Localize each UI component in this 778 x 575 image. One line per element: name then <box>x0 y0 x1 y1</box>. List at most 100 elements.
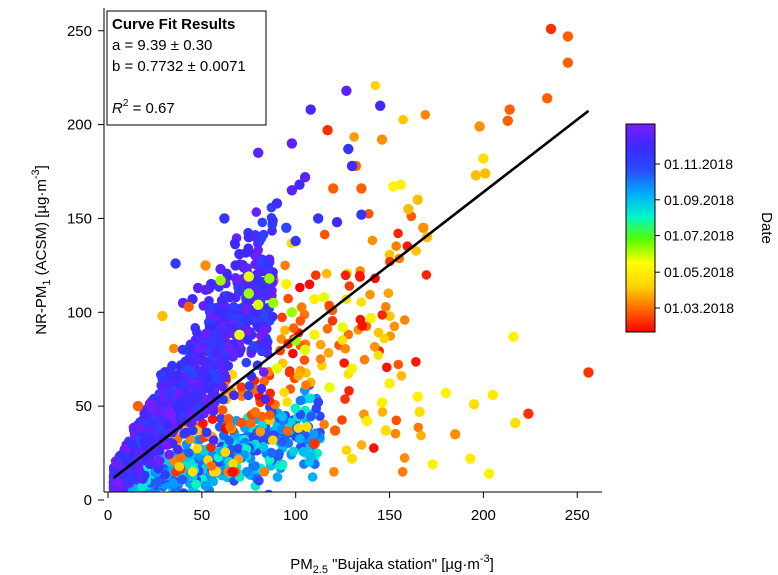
scatter-point <box>282 397 292 407</box>
scatter-point <box>370 273 380 284</box>
scatter-point <box>478 153 489 164</box>
x-tick-label: 200 <box>471 507 496 524</box>
scatter-point <box>177 474 188 485</box>
scatter-point <box>256 383 267 394</box>
y-tick-label: 200 <box>67 117 92 134</box>
scatter-point <box>258 309 269 320</box>
scatter-point <box>295 434 305 444</box>
scatter-point <box>391 241 402 251</box>
colorbar-tick-label: 01.03.2018 <box>664 300 734 316</box>
scatter-point <box>388 181 399 192</box>
scatter-point <box>298 446 309 457</box>
scatter-point <box>305 393 316 404</box>
scatter-point <box>217 329 228 339</box>
scatter-point <box>223 413 234 424</box>
x-axis-label-superscript: -3 <box>480 553 490 565</box>
scatter-point <box>187 467 198 477</box>
scatter-point <box>163 379 173 389</box>
scatter-point <box>465 453 476 464</box>
scatter-point <box>188 425 198 436</box>
scatter-point <box>359 354 370 365</box>
scatter-point <box>179 488 189 492</box>
scatter-point <box>328 183 339 194</box>
scatter-point <box>474 121 485 132</box>
scatter-point <box>114 491 119 492</box>
scatter-point <box>257 217 268 228</box>
scatter-point <box>290 235 301 247</box>
scatter-point <box>373 350 384 360</box>
scatter-point <box>111 491 117 492</box>
scatter-point <box>393 359 404 370</box>
scatter-point <box>293 371 304 381</box>
scatter-point <box>542 93 553 104</box>
scatter-point <box>311 270 321 281</box>
scatter-point <box>286 185 298 196</box>
scatter-point <box>221 372 231 383</box>
scatter-point <box>322 324 333 334</box>
scatter-point <box>293 423 304 433</box>
scatter-point <box>356 297 367 307</box>
scatter-point <box>264 273 275 284</box>
scatter-point <box>440 387 452 399</box>
fit-param-b: b = 0.7732 ± 0.0071 <box>112 58 246 75</box>
scatter-point <box>144 436 154 447</box>
scatter-point <box>144 398 155 409</box>
x-axis-label-subscript: 2.5 <box>313 564 328 575</box>
scatter-point <box>280 260 290 271</box>
scatter-point <box>168 478 179 488</box>
scatter-point <box>242 466 252 477</box>
scatter-point <box>215 263 226 275</box>
y-axis-label-main: NR-PM <box>33 286 50 335</box>
scatter-point <box>376 397 388 408</box>
scatter-point <box>583 367 594 378</box>
scatter-point <box>199 341 210 351</box>
scatter-point <box>176 452 186 463</box>
scatter-point <box>164 396 174 406</box>
scatter-point <box>355 272 365 282</box>
y-tick-label: 150 <box>67 210 92 227</box>
scatter-point <box>206 461 217 471</box>
scatter-point <box>215 338 226 348</box>
scatter-point <box>112 491 118 492</box>
colorbar: 01.03.2018 01.05.2018 01.07.2018 01.09.2018… <box>625 123 775 333</box>
scatter-point <box>233 443 243 454</box>
scatter-point <box>250 461 260 472</box>
scatter-point <box>111 491 117 492</box>
scatter-point <box>276 334 287 344</box>
scatter-point <box>283 293 294 304</box>
scatter-point <box>306 411 316 422</box>
scatter-point <box>112 491 118 492</box>
scatter-point <box>200 356 211 367</box>
scatter-point <box>502 115 513 127</box>
scatter-point <box>152 476 163 487</box>
scatter-point <box>349 132 359 142</box>
scatter-point <box>286 307 298 318</box>
scatter-point <box>248 341 259 351</box>
fit-results-box: Curve Fit Results a = 9.39 ± 0.30 b = 0.… <box>106 10 267 126</box>
scatter-point <box>267 311 278 322</box>
scatter-point <box>324 382 335 393</box>
scatter-point <box>377 407 388 417</box>
scatter-point <box>111 491 117 492</box>
scatter-point <box>290 403 301 414</box>
scatter-point <box>146 418 157 429</box>
colorbar-tick-label: 01.05.2018 <box>664 264 734 280</box>
scatter-point <box>315 339 326 350</box>
y-tick-label: 0 <box>84 492 92 509</box>
plot-axes <box>103 8 602 493</box>
scatter-point <box>213 306 224 317</box>
scatter-point <box>174 461 185 472</box>
scatter-point <box>265 410 275 420</box>
scatter-point <box>280 325 290 336</box>
x-axis-ticks: 0 50 100 150 200 250 <box>104 492 590 524</box>
scatter-point <box>319 419 329 430</box>
scatter-point <box>365 289 375 300</box>
scatter-point <box>267 448 277 458</box>
scatter-point <box>250 407 261 417</box>
x-tick-label: 150 <box>377 507 402 524</box>
scatter-point <box>217 405 228 415</box>
scatter-point <box>251 308 261 318</box>
scatter-point <box>230 239 240 250</box>
scatter-point <box>228 467 238 477</box>
